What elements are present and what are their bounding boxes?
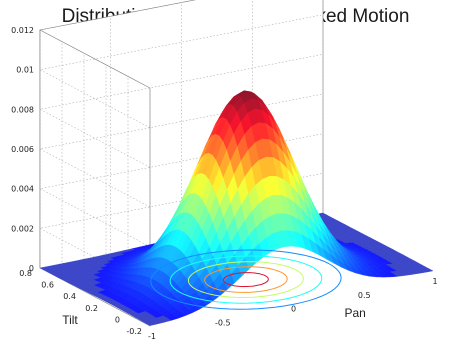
y-tick-label: 0.6 [41, 281, 54, 290]
x-tick-label: 0 [291, 305, 296, 314]
surface-patch [421, 268, 434, 273]
y-tick-label: 0.8 [19, 269, 32, 278]
z-tick-label: 0.002 [11, 224, 34, 233]
x-tick-label: 0.5 [358, 291, 371, 300]
z-tick-label: 0 [29, 264, 34, 273]
z-tick-label: 0.004 [11, 185, 34, 194]
floor-contour [169, 255, 323, 304]
x-tick-label: 1 [432, 277, 437, 286]
floor-contour [150, 249, 342, 310]
y-tick-label: 0.4 [63, 292, 76, 301]
floor-contour [204, 266, 288, 293]
y-tick-label: 0 [115, 315, 120, 324]
x-tick-label: -0.5 [215, 318, 231, 327]
z-tick-label: 0.006 [11, 145, 34, 154]
z-tick-label: 0.008 [11, 105, 34, 114]
y-tick-label: 0.2 [85, 304, 98, 313]
y-axis-label: Tilt [62, 313, 78, 327]
x-tick-label: -1 [148, 332, 156, 341]
z-tick-label: 0.01 [16, 66, 34, 75]
floor-contour [187, 261, 304, 299]
x-axis-label: Pan [344, 306, 365, 320]
floor-contour [222, 272, 269, 287]
z-tick-label: 0.012 [11, 26, 34, 35]
y-tick-label: -0.2 [126, 327, 142, 336]
